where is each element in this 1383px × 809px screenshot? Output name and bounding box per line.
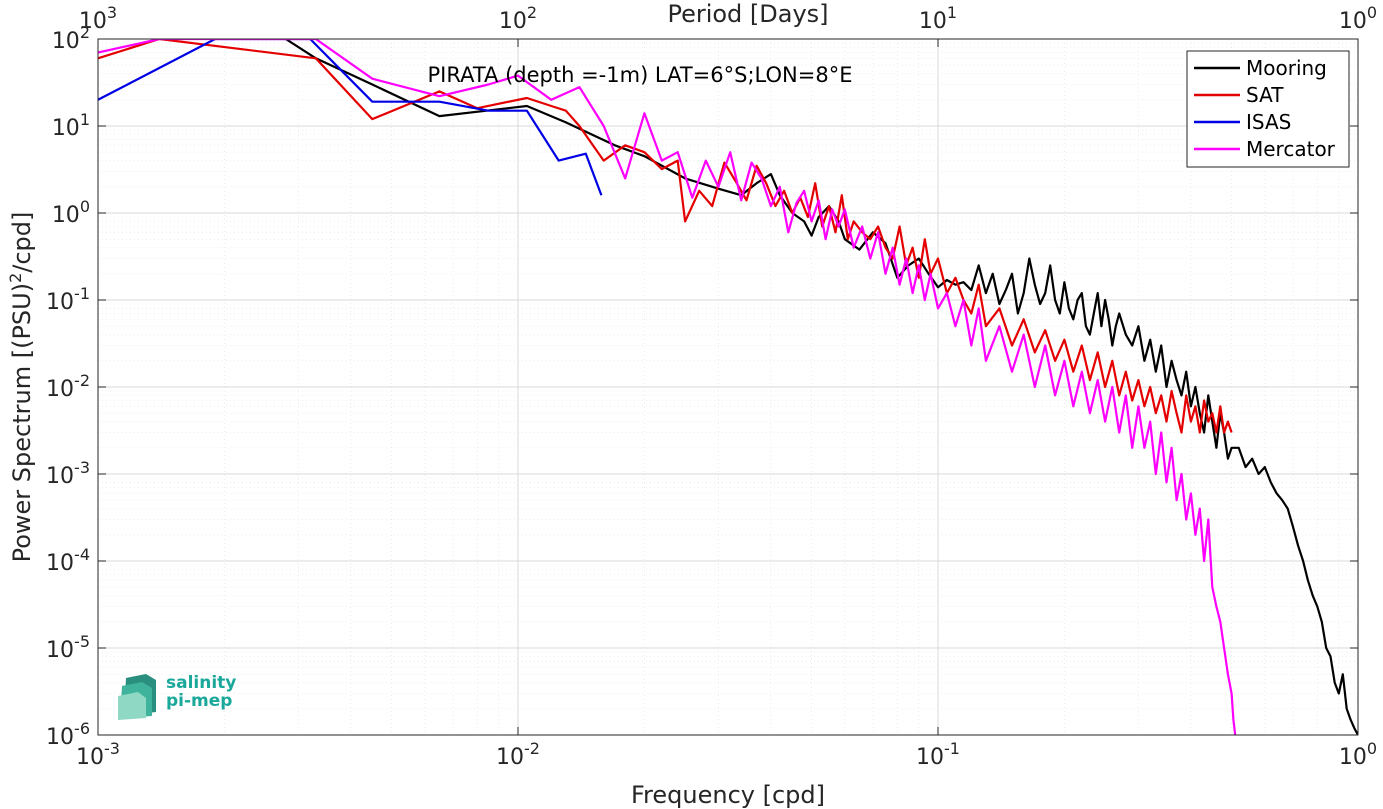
series-line-mercator [98,39,1237,735]
series-lines [98,39,1358,735]
y-tick-label: 101 [52,110,90,141]
y-tick-label: 100 [52,197,90,228]
y-tick-label: 10-6 [46,719,90,750]
y-tick-label: 10-1 [46,284,90,315]
legend-box [1186,50,1350,168]
series-line-sat [98,39,1233,434]
x-tick-label: 10-2 [496,739,540,770]
top-tick-label: 101 [919,3,957,34]
chart-title: PIRATA (depth =-1m) LAT=6°S;LON=8°E [428,63,853,87]
y-tick-label: 10-5 [46,632,90,663]
legend-label-mooring: Mooring [1246,56,1327,80]
logo-line-2: pi-mep [166,691,233,711]
logo-wave-icon [118,674,156,720]
legend-label-sat: SAT [1246,83,1284,107]
y-tick-label: 102 [52,23,90,54]
y-axis-label: Power Spectrum [(PSU)2/cpd] [6,212,36,563]
x-axis-label: Frequency [cpd] [631,781,825,809]
top-tick-label: 102 [499,3,537,34]
top-tick-label: 100 [1339,3,1377,34]
logo-line-1: salinity [166,673,237,693]
legend-label-isas: ISAS [1246,110,1291,134]
y-tick-label: 10-4 [46,545,90,576]
logo-text: salinity pi-mep [166,674,236,710]
legend-label-mercator: Mercator [1246,137,1336,161]
top-tick-label: 103 [79,3,117,34]
top-axis-label: Period [Days] [667,0,828,28]
x-tick-label: 10-1 [916,739,960,770]
legend: Mooring SAT ISAS Mercator [1186,50,1350,168]
series-line-isas [98,39,603,196]
y-tick-label: 10-3 [46,458,90,489]
salinity-pi-mep-logo: salinity pi-mep [116,672,256,722]
x-tick-label: 10-3 [76,739,120,770]
y-tick-label: 10-2 [46,371,90,402]
x-tick-label: 100 [1339,739,1377,770]
